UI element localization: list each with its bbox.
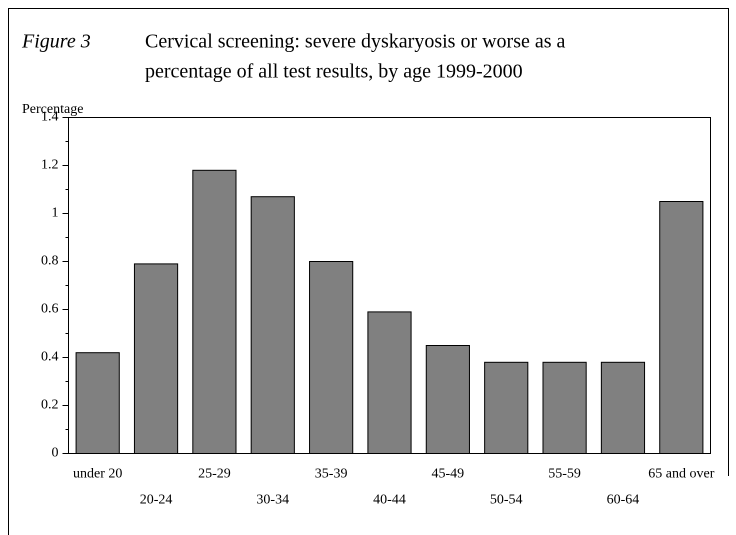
bar <box>659 201 704 454</box>
x-tick-label: 35-39 <box>315 467 348 482</box>
bar <box>367 311 412 454</box>
x-tick-label: 30-34 <box>256 493 289 508</box>
bar <box>542 361 587 454</box>
bar <box>425 345 470 454</box>
bar <box>250 196 295 454</box>
x-tick-label: 50-54 <box>490 493 523 508</box>
frame <box>8 8 729 535</box>
y-tick-label: 0.2 <box>41 398 59 413</box>
y-axis-label: Percentage <box>22 102 83 117</box>
x-tick-label: 40-44 <box>373 493 406 508</box>
y-tick-label: 0.4 <box>41 350 59 365</box>
x-tick-label: 55-59 <box>548 467 581 482</box>
y-tick-label: 1.2 <box>41 158 59 173</box>
x-tick-label: 25-29 <box>198 467 231 482</box>
x-tick-label: 20-24 <box>140 493 173 508</box>
bar <box>75 352 120 455</box>
figure-label: Figure 3 <box>21 31 91 53</box>
x-tick-label: under 20 <box>73 467 122 482</box>
x-tick-label: 45-49 <box>432 467 465 482</box>
y-tick-label: 0 <box>52 446 59 461</box>
chart-title: percentage of all test results, by age 1… <box>145 61 523 83</box>
bar <box>600 361 646 454</box>
chart-title: Cervical screening: severe dyskaryosis o… <box>145 31 566 53</box>
y-tick-label: 0.6 <box>41 302 59 317</box>
x-tick-label: 65 and over <box>648 467 714 482</box>
x-tick-label: 60-64 <box>607 493 640 508</box>
bar <box>309 261 354 454</box>
bar <box>484 361 529 454</box>
y-tick-label: 1.4 <box>41 110 59 125</box>
bar <box>133 263 179 454</box>
bar <box>192 169 237 455</box>
y-tick-label: 0.8 <box>41 254 59 269</box>
y-tick-label: 1 <box>52 206 59 221</box>
